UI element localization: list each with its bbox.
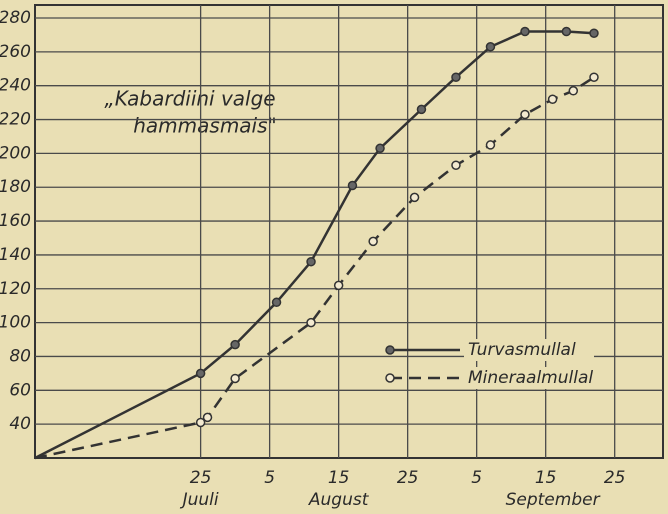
y-tick-label: 200 [0,143,31,163]
legend-label: Turvasmullal [468,340,576,360]
point [451,160,461,170]
point [589,72,599,82]
point [451,72,461,82]
legend-marker [385,373,395,383]
point [306,317,316,328]
annotation: „Kabardiini valge [104,87,275,111]
x-tick-label: 25 [190,468,212,488]
month-label: August [308,490,370,510]
point [333,280,344,291]
y-tick-label: 220 [0,110,31,130]
legend-marker [385,345,395,355]
point [368,236,378,247]
point [561,26,572,37]
point [547,94,558,104]
y-tick-label: 120 [0,279,31,299]
point [485,42,496,52]
y-tick-label: 280 [0,8,31,28]
point [347,180,358,191]
y-tick-label: 60 [9,380,31,400]
x-tick-label: 15 [328,468,350,488]
x-tick-label: 25 [397,468,419,488]
point [195,368,206,379]
series-line [34,76,595,460]
y-tick-label: 260 [0,42,31,62]
y-tick-label: 160 [0,211,31,231]
y-tick-label: 140 [0,245,31,265]
point [306,256,316,267]
x-tick-label: 25 [604,468,626,488]
point [195,417,206,428]
plot-frame [34,4,664,459]
y-tick-label: 40 [9,414,31,434]
month-label: Juuli [180,490,219,510]
point [589,28,599,38]
point [230,373,240,384]
point [202,412,213,423]
x-tick-label: 5 [264,468,275,488]
y-tick-label: 80 [9,346,31,366]
x-tick-label: 5 [471,468,482,488]
point [375,143,385,154]
point [271,297,282,308]
y-tick-label: 180 [0,177,31,197]
legend-bg [464,339,594,361]
point [520,26,530,37]
month-label: September [506,490,601,510]
point [409,192,420,203]
point [416,104,427,115]
legend-bg [464,367,594,389]
x-tick-label: 15 [535,468,557,488]
y-tick-label: 100 [0,313,31,333]
point [485,140,496,150]
point [230,339,240,350]
point [568,86,579,96]
y-tick-label: 240 [0,76,31,96]
point [520,109,530,120]
legend-label: Mineraalmullal [468,368,593,388]
annotation: hammasmais" [133,114,277,138]
